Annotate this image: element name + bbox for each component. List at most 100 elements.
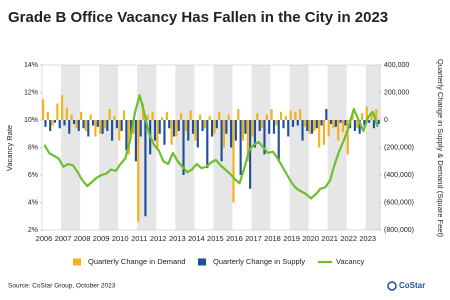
x-tick-label: 2016: [226, 234, 243, 243]
y2-tick-label: 400,000: [384, 62, 409, 69]
bar: [372, 120, 376, 129]
x-tick-label: 2019: [283, 234, 300, 243]
bar: [282, 120, 285, 129]
bar: [58, 120, 61, 129]
year-band: [61, 65, 81, 230]
bar: [84, 120, 87, 131]
bar: [99, 120, 102, 134]
bar: [318, 120, 321, 148]
year-band: [365, 65, 380, 230]
bar: [306, 120, 309, 131]
bar: [211, 120, 214, 137]
y2-tick-label: (800,000): [384, 227, 414, 234]
bar: [356, 120, 359, 129]
bar: [187, 120, 190, 141]
bar: [213, 120, 216, 134]
bar: [303, 120, 306, 127]
bar: [201, 120, 204, 131]
bar: [315, 120, 318, 129]
bar: [108, 109, 111, 120]
bar: [203, 120, 207, 129]
bar: [256, 113, 259, 120]
bar: [137, 120, 140, 222]
x-tick-label: 2012: [150, 234, 167, 243]
legend-swatch: [73, 258, 81, 266]
bar: [72, 120, 76, 125]
y-axis-label: Vacancy Rate: [5, 125, 14, 171]
y2-tick-label: (600,000): [384, 199, 414, 206]
y-tick-label: 4%: [28, 199, 38, 206]
bar: [63, 120, 66, 126]
bar: [313, 120, 316, 131]
y-tick-label: 8%: [28, 144, 38, 151]
y-tick-label: 12%: [24, 89, 38, 96]
x-tick-label: 2010: [112, 234, 129, 243]
year-band: [99, 65, 119, 230]
x-tick-label: 2015: [207, 234, 224, 243]
bar: [370, 111, 373, 120]
bar: [106, 120, 109, 131]
bar: [241, 120, 245, 141]
bar: [368, 120, 371, 123]
bar: [308, 120, 311, 134]
bar: [296, 120, 299, 126]
y-tick-label: 2%: [28, 227, 38, 234]
bar: [61, 95, 64, 120]
bar: [322, 120, 326, 145]
bar: [56, 103, 59, 120]
bar: [196, 120, 199, 148]
bar: [330, 120, 333, 125]
bar: [275, 120, 278, 126]
bar: [215, 120, 218, 129]
bar: [325, 109, 328, 120]
bar: [310, 120, 314, 134]
bar: [377, 120, 380, 125]
bar: [363, 120, 366, 126]
bar: [103, 120, 107, 129]
bar: [346, 120, 349, 155]
bar: [222, 120, 226, 148]
bar: [156, 120, 159, 148]
year-band: [251, 65, 271, 230]
bar: [220, 120, 223, 162]
bar: [175, 120, 178, 137]
bar: [337, 120, 340, 141]
bar: [89, 114, 92, 120]
bar: [42, 99, 45, 120]
bar: [327, 120, 330, 137]
x-tick-label: 2007: [55, 234, 72, 243]
bar: [139, 120, 142, 137]
bar: [51, 120, 54, 126]
bar: [49, 120, 52, 131]
bar: [249, 120, 252, 189]
bar: [358, 120, 361, 134]
bar: [280, 111, 283, 120]
chart-title: Grade B Office Vacancy Has Fallen in the…: [8, 9, 388, 26]
bar: [230, 120, 233, 148]
y-tick-label: 14%: [24, 62, 38, 69]
bar: [165, 111, 168, 120]
bar: [151, 111, 154, 120]
bar: [301, 120, 304, 141]
bar: [191, 120, 195, 134]
bar: [375, 109, 378, 120]
bar: [237, 109, 240, 120]
y2-tick-label: (200,000): [384, 144, 414, 151]
x-tick-label: 2022: [340, 234, 357, 243]
bar: [77, 120, 80, 131]
bar: [153, 120, 157, 141]
y2-tick-label: 0: [384, 117, 388, 124]
year-band: [137, 65, 157, 230]
bar: [134, 120, 137, 162]
x-tick-label: 2014: [188, 234, 205, 243]
bar: [272, 120, 276, 134]
bar: [353, 120, 356, 131]
bar: [341, 120, 345, 133]
bar: [270, 109, 273, 120]
bar: [122, 110, 126, 120]
bar: [75, 120, 78, 129]
bar: [332, 120, 335, 129]
bar: [168, 120, 171, 129]
bar: [199, 114, 202, 120]
y2-tick-label: (400,000): [384, 172, 414, 179]
